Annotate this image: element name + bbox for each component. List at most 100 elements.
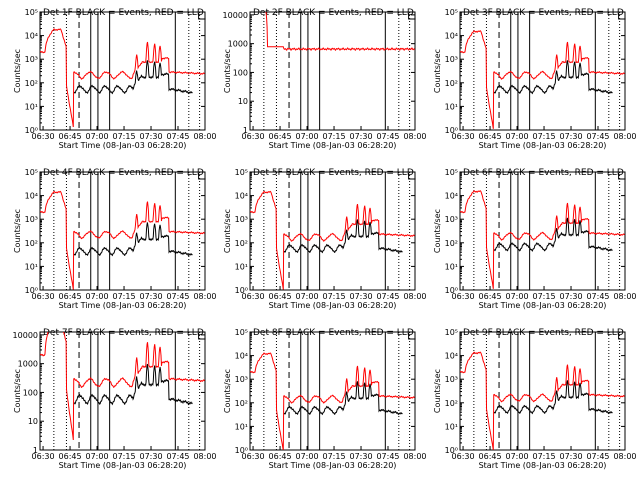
x-tick-label: 06:45: [479, 292, 502, 301]
y-tick-label: 10: [238, 97, 248, 106]
events-series-line: [283, 381, 403, 416]
chart-panel-8: Det 8F BLACK = Events, RED = LLD 10⁰ 10¹ 10…: [223, 328, 427, 470]
y-tick-label: 10³: [445, 215, 458, 224]
y-tick-label: 10000: [13, 331, 38, 340]
x-tick-label: 07:30: [139, 452, 162, 461]
x-tick-label: 07:00: [506, 132, 529, 141]
x-tick-label: 08:00: [403, 292, 426, 301]
lld-series-line: [40, 190, 205, 290]
bracket-mark: [408, 13, 416, 20]
x-tick-label: 06:45: [59, 452, 82, 461]
y-tick-label: 10²: [25, 79, 38, 88]
events-series-line: [73, 222, 193, 257]
x-tick-label: 07:45: [586, 132, 609, 141]
x-tick-label: 07:15: [322, 292, 345, 301]
plot-frame: [459, 11, 626, 131]
y-axis-label: Counts/sec: [13, 49, 22, 93]
chart-panel-1: Det 1F BLACK = Events, RED = LLD 10⁰ 10¹ 10…: [13, 8, 217, 150]
bracket-mark: [198, 173, 206, 180]
y-tick-label: 10³: [445, 55, 458, 64]
x-tick-label: 07:00: [506, 292, 529, 301]
events-series-line: [493, 217, 613, 252]
events-series-line: [73, 60, 193, 95]
x-tick-label: 07:45: [586, 292, 609, 301]
x-axis-label: Start Time (08-Jan-03 06:28:20): [59, 461, 187, 470]
chart-title: Det 6F BLACK = Events, RED = LLD: [463, 168, 624, 178]
x-tick-label: 07:00: [296, 452, 319, 461]
x-axis-label: Start Time (08-Jan-03 06:28:20): [59, 141, 187, 150]
x-tick-label: 08:00: [403, 452, 426, 461]
x-tick-label: 07:30: [139, 132, 162, 141]
x-tick-label: 08:00: [403, 132, 426, 141]
events-series-line: [283, 219, 403, 254]
y-tick-label: 10³: [25, 215, 38, 224]
y-axis-label: Counts/sec: [223, 369, 232, 413]
y-tick-label: 10⁰: [25, 286, 38, 295]
plot-frame: [39, 171, 206, 291]
plot-frame: [39, 11, 206, 131]
lld-series-line: [460, 30, 625, 129]
x-tick-label: 07:30: [559, 132, 582, 141]
y-tick-label: 10⁵: [445, 8, 458, 17]
y-tick-label: 10⁵: [445, 328, 458, 337]
lld-series-line: [250, 190, 415, 290]
x-tick-label: 07:15: [532, 132, 555, 141]
x-tick-label: 06:45: [59, 132, 82, 141]
x-tick-label: 06:30: [32, 132, 55, 141]
y-tick-label: 10⁵: [445, 168, 458, 177]
y-tick-label: 10⁰: [445, 126, 458, 135]
x-tick-label: 07:15: [322, 132, 345, 141]
lld-series-line: [460, 351, 625, 450]
x-tick-label: 07:30: [559, 292, 582, 301]
x-tick-label: 06:30: [32, 452, 55, 461]
plot-frame: [39, 331, 206, 451]
lld-series-line: [40, 332, 205, 440]
x-axis-label: Start Time (08-Jan-03 06:28:20): [269, 461, 397, 470]
x-tick-label: 06:45: [269, 132, 292, 141]
lld-series-line: [40, 28, 205, 128]
chart-title: Det 1F BLACK = Events, RED = LLD: [43, 8, 204, 18]
x-tick-label: 07:15: [112, 132, 135, 141]
x-tick-label: 08:00: [193, 132, 216, 141]
y-tick-label: 10000: [223, 11, 248, 20]
x-axis-label: Start Time (08-Jan-03 06:28:20): [269, 301, 397, 310]
y-tick-label: 10⁰: [235, 446, 248, 455]
bracket-mark: [198, 333, 206, 340]
plot-frame: [459, 171, 626, 291]
bracket-mark: [408, 333, 416, 340]
x-tick-label: 06:30: [242, 132, 265, 141]
x-tick-label: 07:45: [586, 452, 609, 461]
bracket-mark: [198, 13, 206, 20]
y-tick-label: 10²: [445, 239, 458, 248]
plot-frame: [249, 11, 416, 131]
y-axis-label: Counts/sec: [223, 49, 232, 93]
x-tick-label: 07:45: [376, 292, 399, 301]
x-tick-label: 08:00: [193, 292, 216, 301]
y-tick-label: 10³: [235, 375, 248, 384]
bracket-mark: [618, 173, 626, 180]
chart-title: Det 4F BLACK = Events, RED = LLD: [43, 168, 204, 178]
chart-title: Det 2F BLACK = Events, RED = LLD: [253, 8, 414, 18]
x-tick-label: 06:30: [242, 292, 265, 301]
y-tick-label: 10⁴: [445, 352, 458, 361]
y-tick-label: 10¹: [235, 422, 248, 431]
y-axis-label: Counts/sec: [13, 209, 22, 253]
y-tick-label: 10⁴: [25, 32, 38, 41]
y-tick-label: 10: [28, 417, 38, 426]
y-axis-label: Counts/sec: [433, 209, 442, 253]
y-tick-label: 10²: [25, 239, 38, 248]
x-tick-label: 07:45: [376, 132, 399, 141]
y-tick-label: 10¹: [445, 262, 458, 271]
chart-panel-7: Det 7F BLACK = Events, RED = LLD 1 10 100 10…: [13, 328, 217, 470]
x-tick-label: 06:45: [269, 452, 292, 461]
y-tick-label: 100: [23, 388, 38, 397]
y-tick-label: 10⁰: [25, 126, 38, 135]
plot-frame: [249, 171, 416, 291]
y-tick-label: 10⁴: [445, 32, 458, 41]
x-tick-label: 07:15: [112, 292, 135, 301]
y-tick-label: 10¹: [25, 102, 38, 111]
events-series-line: [73, 363, 193, 406]
y-tick-label: 10⁴: [235, 352, 248, 361]
y-axis-label: Counts/sec: [13, 369, 22, 413]
